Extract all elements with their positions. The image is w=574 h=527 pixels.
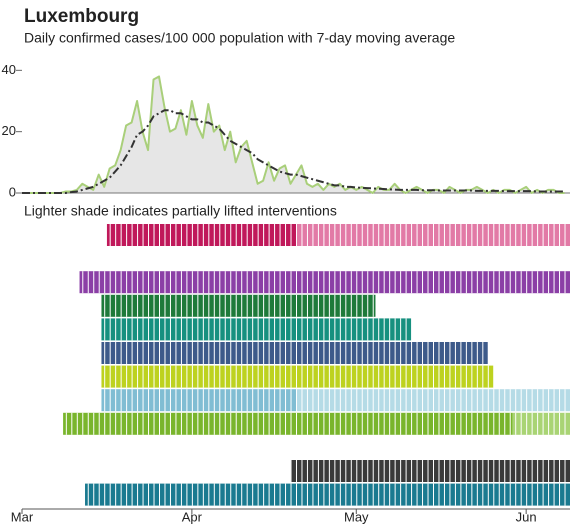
x-tick-label: Jun	[516, 509, 537, 524]
bar-stripes	[101, 365, 494, 388]
area	[22, 76, 565, 193]
interventions-note: Lighter shade indicates partially lifted…	[24, 203, 337, 219]
bar-stripes	[101, 342, 488, 364]
bar-stripes	[79, 271, 570, 294]
chart-title: Luxembourg	[24, 6, 139, 27]
bar-stripes	[290, 460, 570, 482]
y-tick-label: 0	[9, 184, 16, 199]
daily-line	[22, 75, 565, 194]
bar-stripes	[101, 389, 297, 412]
bar-stripes	[296, 224, 570, 246]
bar-stripes	[106, 224, 296, 246]
y-tick-label: 40	[2, 62, 16, 77]
x-tick-label: May	[344, 509, 369, 524]
y-tick-label: 20	[2, 123, 16, 138]
bar-stripes	[85, 483, 571, 506]
bar-stripes	[512, 412, 570, 435]
bar-stripes	[101, 318, 412, 341]
bar-stripes	[101, 294, 376, 317]
x-tick-label: Mar	[11, 509, 34, 524]
bar-stripes	[63, 412, 513, 435]
chart-subtitle: Daily confirmed cases/100 000 population…	[24, 30, 455, 46]
bar-stripes	[296, 389, 570, 412]
x-tick-label: Apr	[182, 509, 203, 524]
